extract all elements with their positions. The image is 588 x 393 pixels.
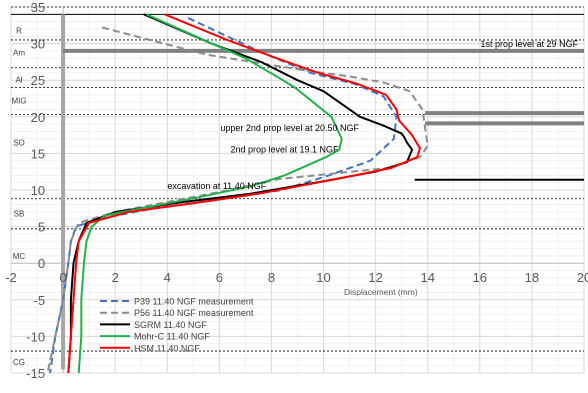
annotations: R Am Al MIG SO SB MC CG 1st prop level at 29 NGF… xyxy=(11,26,578,367)
legend-label: HSM 11.40 NGF xyxy=(134,343,200,353)
layer-label: CG xyxy=(13,358,25,367)
y-tick-label: -15 xyxy=(26,366,45,381)
series-line-mohr-c xyxy=(77,13,343,374)
series-line-p39 xyxy=(49,17,398,374)
layer-label: MIG xyxy=(11,97,26,106)
prop-label: 1st prop level at 29 NGF xyxy=(481,39,579,49)
y-tick-label: 15 xyxy=(31,146,45,161)
series-lines xyxy=(46,13,429,374)
x-tick-label: 2 xyxy=(112,270,119,285)
layer-label: Al xyxy=(15,75,22,84)
x-tick-label: 12 xyxy=(368,270,382,285)
x-axis-title: Displacement (mm) xyxy=(344,287,418,297)
grid xyxy=(10,6,585,374)
legend-label: P39 11.40 NGF measurement xyxy=(134,297,254,307)
y-tick-label: 30 xyxy=(31,37,45,52)
layer-label: MC xyxy=(13,252,26,261)
y-tick-label: -10 xyxy=(26,329,45,344)
x-tick-label: -2 xyxy=(5,270,17,285)
x-tick-label: 20 xyxy=(577,270,588,285)
layer-label: R xyxy=(16,26,22,35)
excavation-label: excavation at 11.40 NGF xyxy=(167,181,266,191)
x-tick-label: 18 xyxy=(525,270,539,285)
prop-levels xyxy=(63,48,584,181)
series-line-hsm xyxy=(67,13,421,374)
prop-label: upper 2nd prop level at 20.50 NGF xyxy=(220,123,359,133)
x-tick-label: 0 xyxy=(59,270,66,285)
x-tick-label: 4 xyxy=(164,270,171,285)
tick-labels: -2 0 2 4 6 8 10 12 14 16 18 20 -15 -10 -5 0 5 10 15 20 25 30 3… xyxy=(5,0,588,381)
y-tick-label: 25 xyxy=(31,73,45,88)
x-tick-label: 10 xyxy=(316,270,330,285)
layer-label: SB xyxy=(14,209,25,218)
axes xyxy=(11,7,584,373)
x-tick-label: 8 xyxy=(268,270,275,285)
prop-label: 2nd prop level at 19.1 NGF xyxy=(230,144,339,154)
layer-label: Am xyxy=(13,48,25,57)
y-tick-label: 35 xyxy=(31,0,45,15)
y-tick-label: 0 xyxy=(38,256,45,271)
x-tick-label: 6 xyxy=(216,270,223,285)
legend-label: SGRM 11.40 NGF xyxy=(134,320,207,330)
x-tick-label: 16 xyxy=(473,270,487,285)
series-line-p56 xyxy=(46,26,429,374)
x-tick-label: 14 xyxy=(420,270,434,285)
y-tick-label: -5 xyxy=(34,293,46,308)
legend-label: Mohr-C 11.40 NGF xyxy=(134,332,210,342)
y-tick-label: 10 xyxy=(31,183,45,198)
legend-label: P56 11.40 NGF measurement xyxy=(134,308,254,318)
layer-label: SO xyxy=(13,138,25,147)
y-tick-label: 20 xyxy=(31,110,45,125)
y-tick-label: 5 xyxy=(38,220,45,235)
